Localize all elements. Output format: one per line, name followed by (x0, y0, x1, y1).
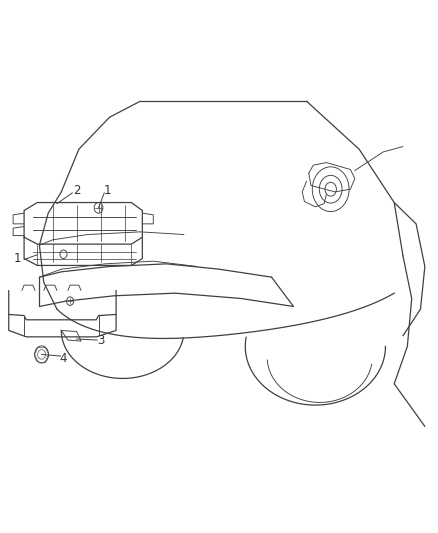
Text: 2: 2 (73, 184, 81, 197)
Text: 1: 1 (103, 184, 111, 197)
Text: 1: 1 (14, 252, 21, 265)
Text: 4: 4 (60, 352, 67, 365)
Text: 3: 3 (97, 334, 104, 346)
